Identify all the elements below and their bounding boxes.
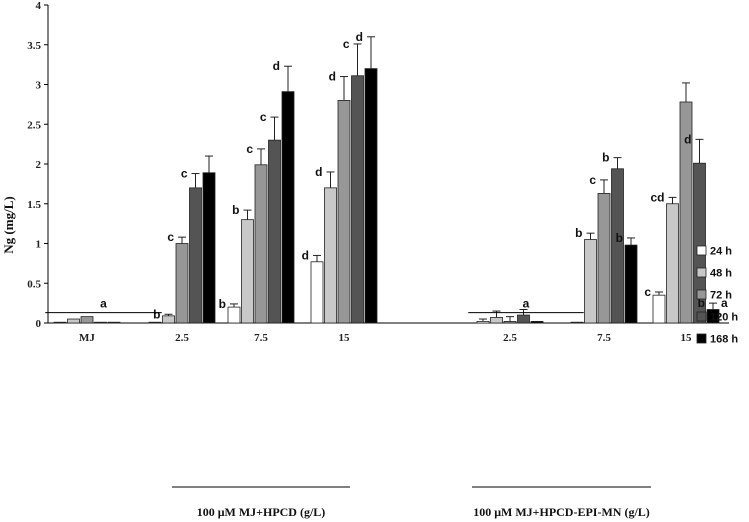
significance-letter: b <box>575 226 582 240</box>
legend: 24 h 48 h 72 h 120 h 168 h <box>696 245 738 346</box>
significance-letter: b <box>219 297 226 311</box>
significance-letter: b <box>153 307 160 321</box>
bar <box>80 316 94 324</box>
legend-entry: 24 h <box>710 246 732 258</box>
significance-letter: b <box>698 296 705 310</box>
legend-swatch <box>696 245 707 256</box>
y-tick-label: 0 <box>36 318 42 330</box>
y-tick-label: 1 <box>36 239 42 251</box>
bar <box>148 321 162 324</box>
bar <box>337 100 351 324</box>
significance-letter: b <box>616 231 623 245</box>
chart-axes: 0 0.5 1 1.5 2 2.5 3 3.5 4 MJ 2.5 7.5 15 2.5 7.5 15 <box>27 0 729 344</box>
bar <box>175 243 189 324</box>
bar <box>53 321 67 324</box>
x-tick-label: 15 <box>681 332 693 344</box>
significance-letter: d <box>315 165 322 179</box>
legend-entry: 168 h <box>710 334 738 346</box>
x-tick-label: 2.5 <box>175 332 189 344</box>
bar <box>364 68 378 324</box>
group-label: 100 μM MJ+HPCD (g/L) <box>197 505 326 519</box>
x-tick-label: 2.5 <box>503 332 517 344</box>
group-label: 100 μM MJ+HPCD-EPI-MN (g/L) <box>473 505 650 519</box>
y-tick-label: 4 <box>36 0 42 12</box>
chart-bars <box>53 68 720 324</box>
legend-entry: 120 h <box>710 312 738 324</box>
significance-letter: b <box>232 203 239 217</box>
significance-letter: c <box>589 173 596 187</box>
bar <box>241 219 254 324</box>
y-tick-label: 0.5 <box>27 278 41 290</box>
significance-letter: c <box>260 110 267 124</box>
bar <box>584 239 597 324</box>
bar <box>351 75 364 324</box>
significance-letter: b <box>602 151 609 165</box>
significance-letter: d <box>273 59 280 73</box>
bar <box>189 187 202 324</box>
bar <box>611 168 624 324</box>
bar <box>503 321 517 324</box>
x-tick-label: 7.5 <box>254 332 268 344</box>
significance-letter: c <box>343 37 350 51</box>
x-tick-label: 7.5 <box>597 332 611 344</box>
bar <box>476 321 490 324</box>
bar <box>310 261 324 324</box>
significance-letter: c <box>644 285 651 299</box>
legend-entry: 72 h <box>710 290 732 302</box>
significance-letter: c <box>167 230 174 244</box>
bar <box>597 193 611 324</box>
significance-letter: d <box>356 30 363 44</box>
significance-letter: c <box>181 167 188 181</box>
legend-entry: 48 h <box>710 268 732 280</box>
y-tick-label: 2 <box>36 159 42 171</box>
error-bars <box>164 36 717 322</box>
bar <box>254 164 268 324</box>
y-tick-label: 2.5 <box>27 119 41 131</box>
legend-swatch <box>696 267 707 278</box>
annotation-letter: a <box>100 297 107 311</box>
bar <box>517 314 530 324</box>
annotation-letter: a <box>721 296 728 310</box>
bar <box>162 315 175 324</box>
significance-letter: d <box>329 70 336 84</box>
bar <box>666 203 679 324</box>
x-tick-label: MJ <box>79 332 95 344</box>
bar <box>67 318 80 324</box>
bar <box>94 321 107 324</box>
legend-swatch <box>696 311 707 322</box>
y-tick-label: 3.5 <box>27 40 41 52</box>
significance-letter: cd <box>650 190 664 204</box>
bar <box>624 244 638 324</box>
significance-letter: c <box>246 142 253 156</box>
significance-letter: d <box>302 248 309 262</box>
legend-swatch <box>696 333 707 344</box>
bar <box>570 321 584 324</box>
bar <box>268 139 281 324</box>
x-tick-label: 15 <box>339 332 351 344</box>
significance-letter: d <box>684 132 691 146</box>
bar <box>530 321 544 324</box>
bar <box>107 321 121 324</box>
group-labels: 100 μM MJ+HPCD (g/L) 100 μM MJ+HPCD-EPI-M… <box>172 486 651 519</box>
bar <box>227 306 241 324</box>
legend-swatch <box>696 289 707 300</box>
y-tick-label: 3 <box>36 80 42 92</box>
bar <box>652 294 666 324</box>
bar <box>324 187 337 324</box>
bar <box>281 91 295 324</box>
y-axis-label: Ng (mg/L) <box>1 196 16 253</box>
annotation-letter: a <box>523 297 530 311</box>
bar <box>490 317 503 324</box>
bar <box>202 172 216 324</box>
y-tick-label: 1.5 <box>27 199 41 211</box>
